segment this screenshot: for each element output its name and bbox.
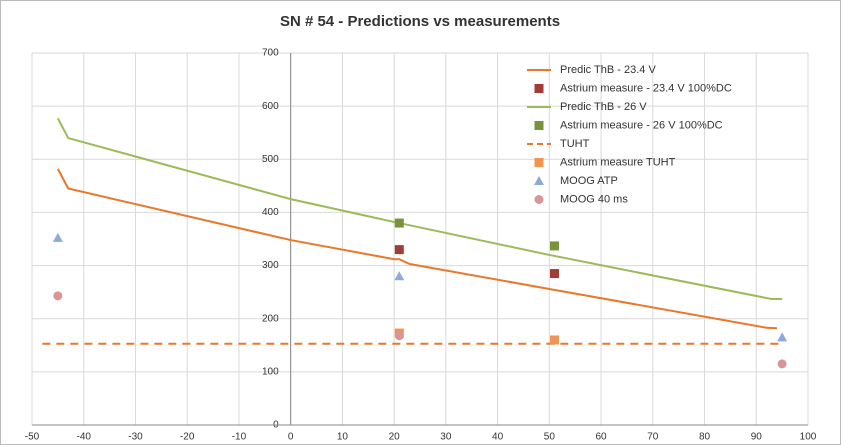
- series-line: [56, 168, 778, 330]
- y-tick-label: 600: [262, 101, 279, 112]
- x-tick-label: -10: [232, 432, 247, 443]
- marker: [534, 84, 544, 93]
- marker: [534, 176, 544, 185]
- x-tick-label: 40: [492, 432, 504, 443]
- marker: [534, 195, 544, 204]
- y-tick-label: 300: [262, 260, 279, 271]
- y-tick-label: 700: [262, 48, 279, 59]
- marker: [52, 232, 63, 242]
- legend-label: Astrium measure TUHT: [560, 156, 676, 168]
- y-tick-label: 100: [262, 366, 279, 377]
- legend-label: TUHT: [560, 138, 590, 150]
- marker: [394, 331, 404, 341]
- y-tick-label: 400: [262, 207, 279, 218]
- x-tick-label: 10: [337, 432, 349, 443]
- marker: [550, 241, 560, 251]
- x-tick-label: -20: [180, 432, 195, 443]
- marker: [394, 245, 404, 255]
- marker: [394, 218, 404, 228]
- x-tick-label: 50: [544, 432, 556, 443]
- marker: [550, 269, 560, 279]
- marker: [777, 359, 787, 369]
- x-tick-label: 20: [389, 432, 401, 443]
- x-tick-label: 100: [800, 432, 817, 443]
- legend-label: MOOG 40 ms: [560, 193, 628, 205]
- x-tick-label: 60: [596, 432, 608, 443]
- chart-title: SN # 54 - Predictions vs measurements: [280, 13, 560, 30]
- x-tick-label: 90: [751, 432, 763, 443]
- x-tick-label: 70: [647, 432, 659, 443]
- marker: [550, 335, 560, 345]
- marker: [534, 158, 544, 167]
- x-tick-label: -30: [128, 432, 143, 443]
- legend-label: MOOG ATP: [560, 175, 618, 187]
- legend-label: Astrium measure - 23.4 V 100%DC: [560, 82, 732, 94]
- marker: [534, 121, 544, 130]
- legend-label: Predic ThB - 26 V: [560, 101, 647, 113]
- x-tick-label: 0: [288, 432, 294, 443]
- x-tick-label: 30: [440, 432, 452, 443]
- y-tick-label: 200: [262, 313, 279, 324]
- x-tick-label: -50: [25, 432, 40, 443]
- legend-label: Astrium measure - 26 V 100%DC: [560, 119, 723, 131]
- marker: [53, 291, 63, 301]
- marker: [394, 271, 405, 281]
- y-tick-label: 500: [262, 154, 279, 165]
- x-tick-label: -40: [77, 432, 92, 443]
- marker: [777, 332, 788, 342]
- legend-label: Predic ThB - 23.4 V: [560, 64, 656, 76]
- x-tick-label: 80: [699, 432, 711, 443]
